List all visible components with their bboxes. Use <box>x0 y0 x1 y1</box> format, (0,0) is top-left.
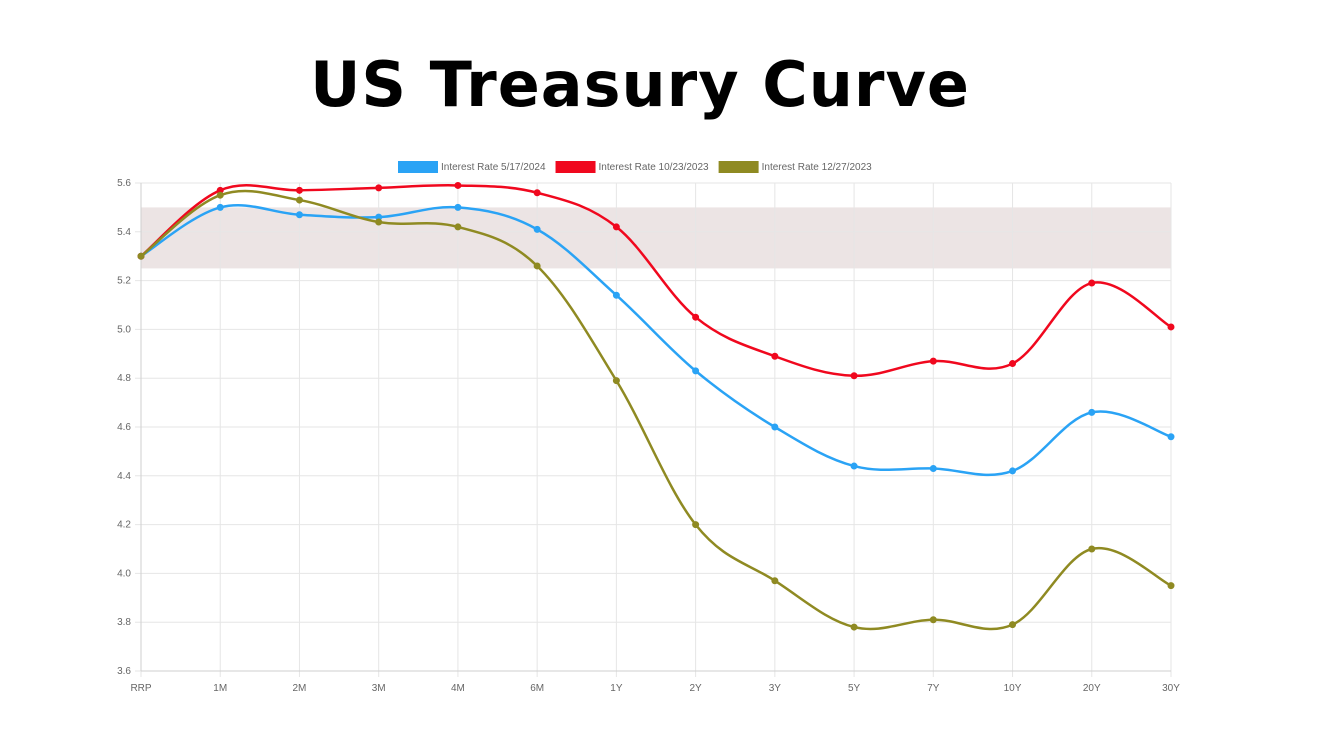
y-tick-label: 5.0 <box>117 324 131 335</box>
data-point <box>454 203 462 211</box>
data-point <box>295 196 303 204</box>
chart-title: US Treasury Curve <box>310 48 970 121</box>
y-tick-label: 3.6 <box>117 666 131 677</box>
y-tick-label: 4.6 <box>117 422 131 433</box>
data-point <box>137 252 145 260</box>
series-layer <box>137 181 1175 631</box>
data-point <box>533 262 541 270</box>
data-point <box>771 352 779 360</box>
legend[interactable]: Interest Rate 5/17/2024 Interest Rate 10/… <box>398 161 872 173</box>
legend-label: Interest Rate 5/17/2024 <box>441 162 546 173</box>
data-point <box>1009 467 1017 475</box>
data-point <box>850 462 858 470</box>
data-point <box>692 521 700 529</box>
data-point <box>533 189 541 197</box>
x-tick-label: 2Y <box>689 683 702 694</box>
data-point <box>216 203 224 211</box>
data-point <box>692 313 700 321</box>
data-point <box>1009 621 1017 629</box>
legend-item-3[interactable]: Interest Rate 12/27/2023 <box>718 161 873 173</box>
x-tick-label: 5Y <box>848 683 861 694</box>
x-tick-label: 7Y <box>927 683 940 694</box>
y-tick-label: 5.6 <box>117 178 131 189</box>
data-point <box>1167 433 1175 441</box>
data-point <box>216 191 224 199</box>
data-point <box>1009 360 1017 368</box>
y-tick-label: 4.8 <box>117 373 131 384</box>
legend-item-2[interactable]: Interest Rate 10/23/2023 <box>555 161 710 173</box>
y-tick-label: 4.2 <box>117 520 131 531</box>
highlight-band <box>141 207 1171 269</box>
legend-label: Interest Rate 10/23/2023 <box>599 162 710 173</box>
data-point <box>929 616 937 624</box>
data-point <box>929 464 937 472</box>
data-point <box>929 357 937 365</box>
data-point <box>771 423 779 431</box>
data-point <box>533 225 541 233</box>
legend-item-1[interactable]: Interest Rate 5/17/2024 <box>398 161 546 173</box>
data-point <box>454 181 462 189</box>
y-tick-label: 5.4 <box>117 227 131 238</box>
data-point <box>1167 582 1175 590</box>
x-tick-label: 2M <box>293 683 307 694</box>
x-tick-label: 3Y <box>769 683 782 694</box>
y-tick-label: 4.4 <box>117 471 131 482</box>
series-3 <box>137 189 1175 631</box>
highlight-band-layer <box>141 207 1171 269</box>
data-point <box>850 372 858 380</box>
legend-swatch <box>398 161 438 173</box>
x-tick-label: 6M <box>530 683 544 694</box>
data-point <box>850 623 858 631</box>
x-tick-label: 10Y <box>1004 683 1022 694</box>
data-point <box>612 377 620 385</box>
x-tick-label: 1M <box>213 683 227 694</box>
y-tick-label: 3.8 <box>117 617 131 628</box>
data-point <box>612 291 620 299</box>
axis-layer: 3.6 3.8 4.0 4.2 4.4 4.6 4.8 5.0 5.2 5.4 5.6 RRP 1M 2M… <box>117 178 1180 694</box>
x-tick-label: 30Y <box>1162 683 1180 694</box>
x-tick-label: 4M <box>451 683 465 694</box>
grid-layer <box>135 182 1172 677</box>
data-point <box>771 577 779 585</box>
data-point <box>612 223 620 231</box>
y-tick-label: 4.0 <box>117 568 131 579</box>
x-tick-label: RRP <box>130 683 151 694</box>
data-point <box>1167 323 1175 331</box>
legend-swatch <box>718 161 759 173</box>
series-line <box>140 189 1172 631</box>
data-point <box>295 186 303 194</box>
data-point <box>1088 408 1096 416</box>
x-tick-label: 1Y <box>610 683 623 694</box>
legend-swatch <box>555 161 596 173</box>
legend-label: Interest Rate 12/27/2023 <box>762 162 873 173</box>
data-point <box>1088 545 1096 553</box>
data-point <box>692 367 700 375</box>
data-point <box>295 211 303 219</box>
data-point <box>375 184 383 192</box>
x-tick-label: 3M <box>372 683 386 694</box>
x-tick-label: 20Y <box>1083 683 1101 694</box>
data-point <box>1088 279 1096 287</box>
data-point <box>454 223 462 231</box>
y-tick-label: 5.2 <box>117 276 131 287</box>
data-point <box>375 218 383 226</box>
